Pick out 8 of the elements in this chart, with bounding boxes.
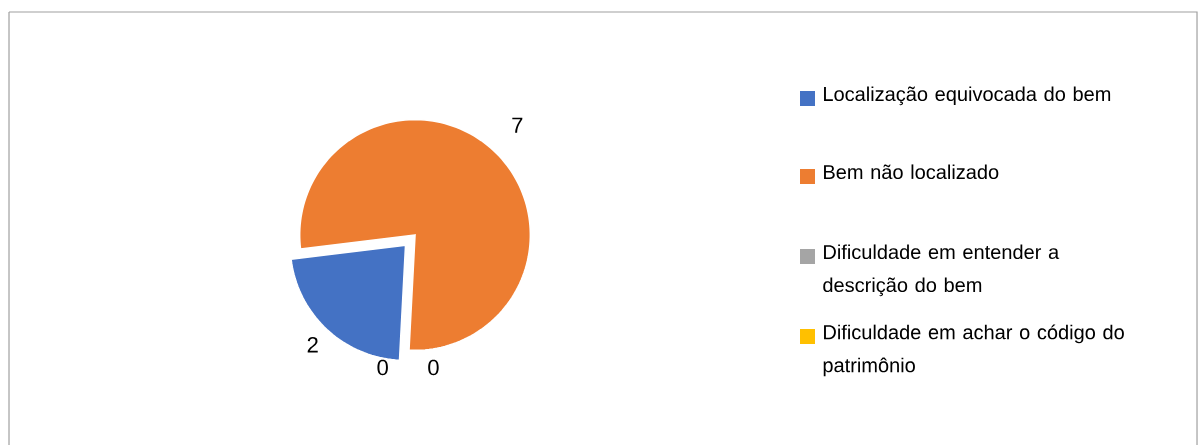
data-label: 2 bbox=[307, 337, 318, 353]
legend-label: Dificuldade em achar o código do patrimônio bbox=[823, 324, 1124, 377]
text: 0 bbox=[377, 359, 388, 376]
text: 0 bbox=[428, 359, 439, 376]
legend-label: Dificuldade em entender a descrição do bem bbox=[823, 244, 1060, 297]
data-label: 7 bbox=[512, 117, 523, 133]
legend-label: Bem não localizado bbox=[824, 164, 999, 180]
legend-label: Localização equivocada do bem bbox=[824, 86, 1111, 106]
